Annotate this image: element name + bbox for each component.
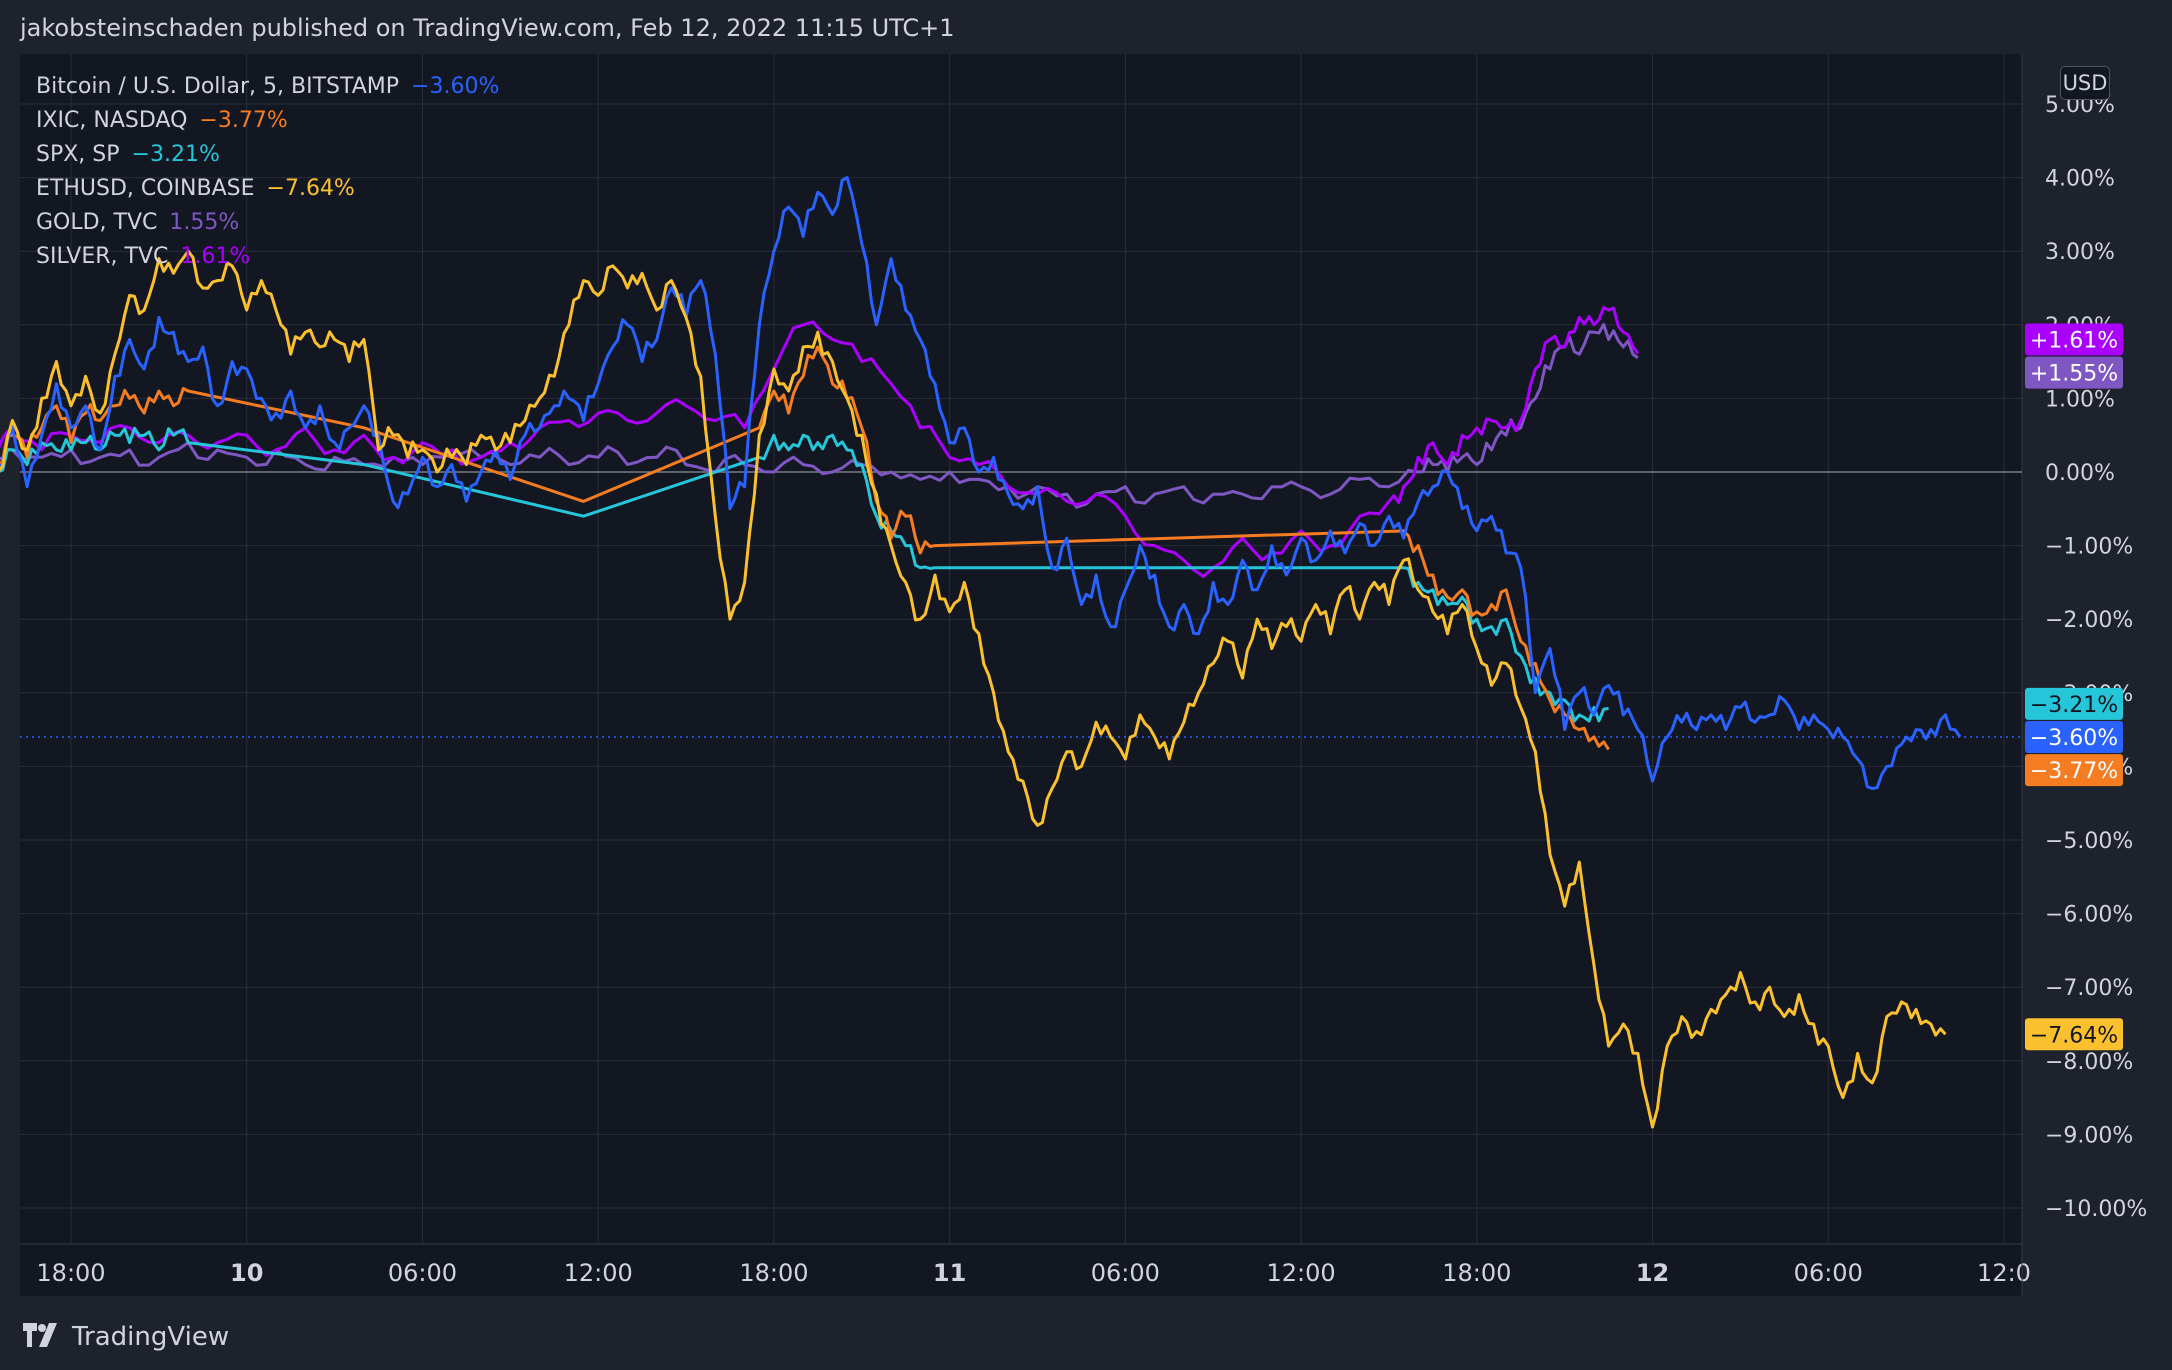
legend-name: ETHUSD, COINBASE [36,176,255,201]
legend-name: SPX, SP [36,142,120,167]
price-badge-label: −3.21% [2030,693,2118,718]
x-tick-label: 06:00 [1091,1259,1160,1287]
footer-brand[interactable]: TradingView [20,1320,229,1354]
legend-value: −7.64% [266,176,355,201]
series-line-0[interactable] [0,176,1962,790]
y-tick-label: 4.00% [2045,167,2115,192]
price-badge-label: −3.60% [2030,726,2118,751]
x-tick-label: 12:0 [1977,1259,2031,1287]
legend-name: IXIC, NASDAQ [36,108,188,133]
legend-row-gold[interactable]: GOLD, TVC 1.55% [36,206,499,240]
price-badge [2025,356,2123,389]
legend: Bitcoin / U.S. Dollar, 5, BITSTAMP −3.60%… [36,70,499,274]
legend-row-eth[interactable]: ETHUSD, COINBASE −7.64% [36,172,499,206]
series-line-4[interactable] [0,322,1639,509]
x-tick-label: 18:00 [1442,1259,1511,1287]
series-line-1[interactable] [0,345,1610,751]
x-tick-label: 10 [230,1259,263,1287]
legend-row-spx[interactable]: SPX, SP −3.21% [36,138,499,172]
price-badge-label: −3.77% [2030,759,2118,784]
y-tick-label: −2.00% [2045,608,2133,633]
price-badge [2025,687,2123,720]
y-tick-label: −5.00% [2045,829,2133,854]
legend-row-silver[interactable]: SILVER, TVC 1.61% [36,240,499,274]
price-badge-label: +1.61% [2030,329,2118,354]
x-tick-label: 06:00 [388,1259,457,1287]
y-tick-label: −7.00% [2045,976,2133,1001]
legend-value: −3.60% [411,74,500,99]
legend-value: 1.61% [180,244,251,269]
legend-value: 1.55% [169,210,240,235]
legend-name: Bitcoin / U.S. Dollar, 5, BITSTAMP [36,74,400,99]
legend-name: GOLD, TVC [36,210,158,235]
price-badge [2025,323,2123,356]
x-tick-label: 12 [1636,1259,1669,1287]
y-tick-label: −10.00% [2045,1197,2147,1222]
price-badge-label: +1.55% [2030,362,2118,387]
x-tick-label: 06:00 [1794,1259,1863,1287]
x-tick-label: 11 [933,1259,966,1287]
y-tick-label: −1.00% [2045,535,2133,560]
y-tick-label: 1.00% [2045,387,2115,412]
y-tick-label: −8.00% [2045,1050,2133,1075]
currency-button[interactable]: USD [2060,66,2110,100]
footer-brand-text: TradingView [72,1322,230,1352]
price-badge-label: −7.64% [2030,1023,2118,1048]
legend-value: −3.21% [131,142,220,167]
x-tick-label: 12:00 [564,1259,633,1287]
legend-value: −3.77% [199,108,288,133]
series-line-2[interactable] [0,426,1609,723]
legend-row-ixic[interactable]: IXIC, NASDAQ −3.77% [36,104,499,138]
price-badge [2025,720,2123,753]
tradingview-logo-icon [23,1323,57,1347]
y-tick-label: −9.00% [2045,1123,2133,1148]
series-line-3[interactable] [0,249,1947,1129]
price-badge [2025,754,2123,787]
x-tick-label: 12:00 [1267,1259,1336,1287]
y-tick-label: 0.00% [2045,461,2115,486]
series-line-5[interactable] [0,305,1640,578]
price-badge [2025,1018,2123,1051]
legend-name: SILVER, TVC [36,244,169,269]
legend-row-btc[interactable]: Bitcoin / U.S. Dollar, 5, BITSTAMP −3.60% [36,70,499,104]
x-tick-label: 18:00 [739,1259,808,1287]
x-tick-label: 18:00 [36,1259,105,1287]
publisher-line: jakobsteinschaden published on TradingVi… [20,14,955,42]
plot-area [20,54,2022,1296]
y-tick-label: 3.00% [2045,240,2115,265]
y-tick-label: −6.00% [2045,903,2133,928]
